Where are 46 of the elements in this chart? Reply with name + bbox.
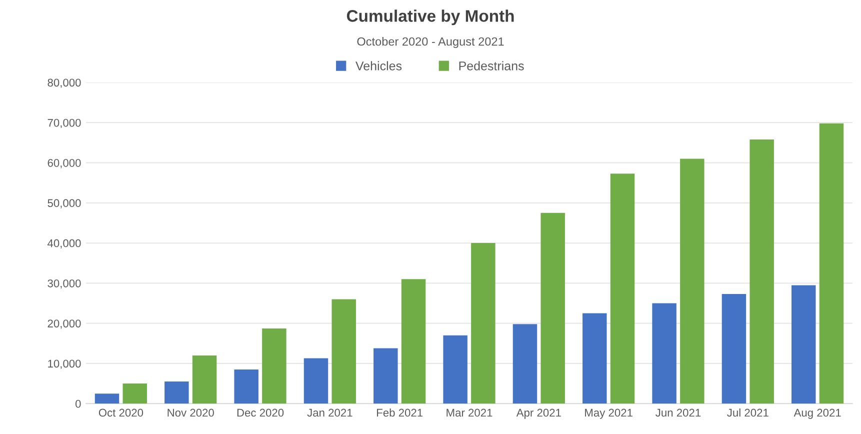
x-tick-label: Jan 2021 xyxy=(307,408,352,417)
x-tick-label: Nov 2020 xyxy=(168,408,214,417)
bar xyxy=(304,358,328,404)
y-tick-label: 0 xyxy=(75,400,81,408)
chart-title: Cumulative by Month xyxy=(346,10,514,26)
bar xyxy=(401,279,426,404)
bar xyxy=(443,335,468,404)
bar xyxy=(262,328,286,404)
x-tick-label: Aug 2021 xyxy=(794,408,841,419)
bar xyxy=(722,294,746,404)
bar xyxy=(680,158,704,404)
y-tick-label: 60,000 xyxy=(48,159,81,168)
bar xyxy=(512,324,538,404)
x-tick-label: Oct 2020 xyxy=(98,408,144,417)
x-tick-label: Dec 2020 xyxy=(237,408,284,417)
legend-label: Vehicles xyxy=(356,61,402,70)
bar xyxy=(652,303,676,404)
y-tick-label: 70,000 xyxy=(48,118,81,128)
y-tick-label: 50,000 xyxy=(48,199,81,208)
chart-subtitle: October 2020 - August 2021 xyxy=(357,37,504,48)
bar xyxy=(192,355,217,404)
y-tick-label: 40,000 xyxy=(48,239,81,248)
bar xyxy=(582,313,607,404)
bar xyxy=(332,299,356,404)
y-tick-label: 30,000 xyxy=(48,279,81,289)
bar xyxy=(164,382,189,404)
y-tick-label: 80,000 xyxy=(48,78,81,88)
x-tick-label: Apr 2021 xyxy=(516,408,561,419)
bar xyxy=(122,384,147,404)
x-tick-label: Jul 2021 xyxy=(727,408,768,417)
bar xyxy=(471,243,496,404)
y-tick-label: 10,000 xyxy=(48,360,81,369)
x-tick-label: Jun 2021 xyxy=(656,408,701,417)
legend-label: Pedestrians xyxy=(459,61,524,70)
x-tick-label: Feb 2021 xyxy=(377,408,423,417)
bar xyxy=(234,369,258,404)
bar xyxy=(819,123,844,404)
x-tick-label: Mar 2021 xyxy=(446,408,492,417)
bar xyxy=(792,285,816,404)
bar xyxy=(610,174,635,404)
bar xyxy=(374,348,398,404)
x-tick-label: May 2021 xyxy=(585,408,632,419)
bar xyxy=(94,394,120,404)
bar xyxy=(540,212,565,404)
y-tick-label: 20,000 xyxy=(48,320,81,329)
bar xyxy=(750,139,774,404)
